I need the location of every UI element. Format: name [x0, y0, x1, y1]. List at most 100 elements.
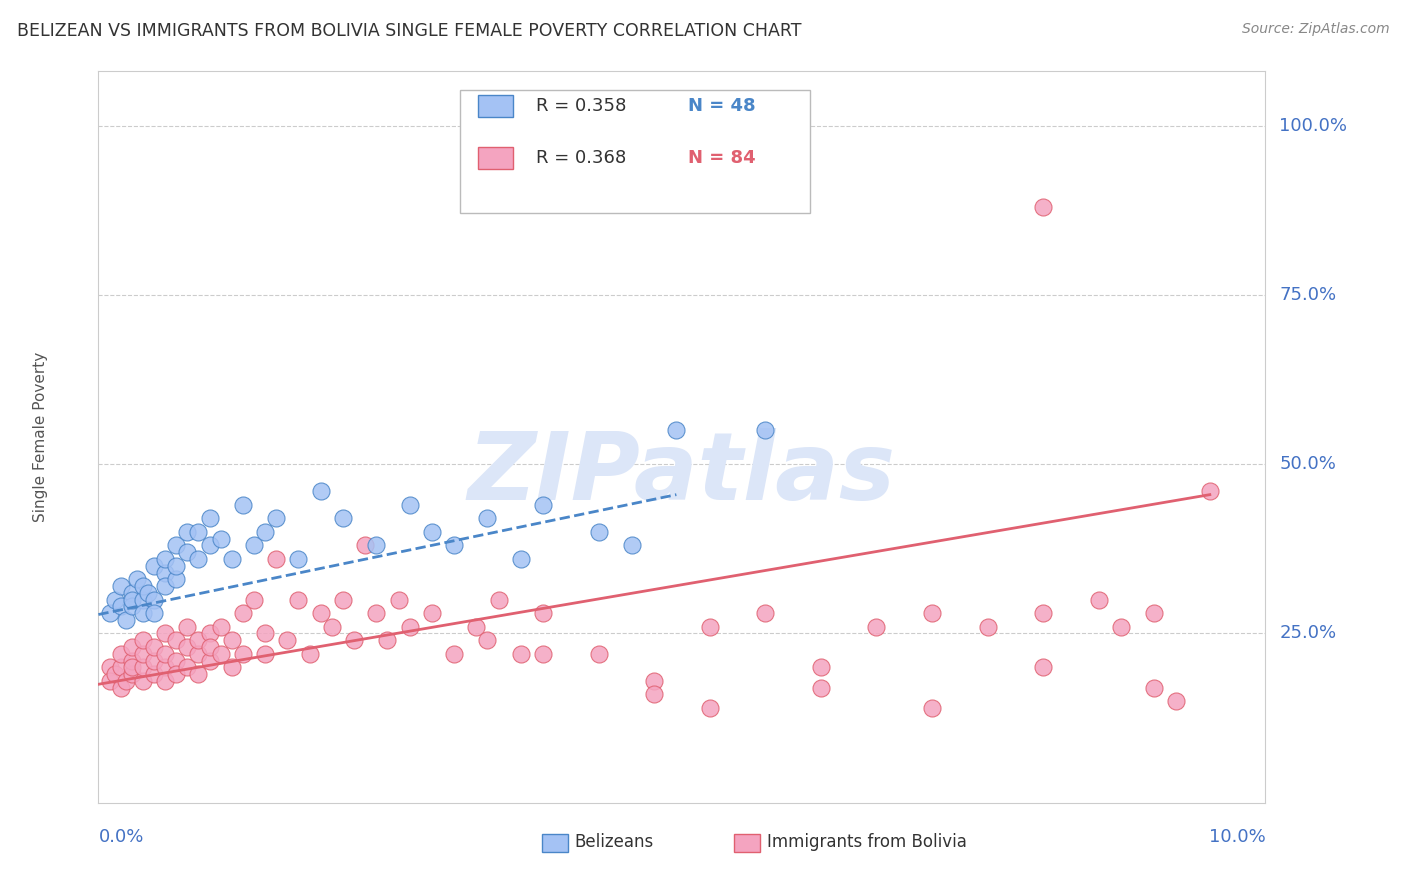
Point — [921, 701, 943, 715]
Point — [198, 626, 221, 640]
Point — [121, 586, 143, 600]
Text: Belizeans: Belizeans — [575, 833, 654, 851]
Point — [332, 511, 354, 525]
Point — [477, 511, 499, 525]
Point — [187, 552, 209, 566]
Point — [153, 660, 176, 674]
Point — [276, 633, 298, 648]
Point — [509, 552, 531, 566]
Point — [810, 660, 832, 674]
Point — [287, 552, 309, 566]
Point — [387, 592, 409, 607]
Point — [143, 667, 166, 681]
Point — [121, 599, 143, 614]
Point — [588, 647, 610, 661]
Point — [1032, 606, 1054, 620]
Point — [377, 633, 399, 648]
Point — [243, 538, 266, 552]
FancyBboxPatch shape — [460, 89, 810, 213]
Point — [98, 606, 121, 620]
Point — [176, 620, 198, 634]
Point — [243, 592, 266, 607]
Point — [354, 538, 377, 552]
Point — [1032, 660, 1054, 674]
Point — [509, 647, 531, 661]
Point — [110, 681, 132, 695]
Point — [465, 620, 488, 634]
Point — [420, 524, 443, 539]
Text: ZIPatlas: ZIPatlas — [468, 427, 896, 520]
Point — [187, 667, 209, 681]
Point — [754, 423, 776, 437]
Point — [976, 620, 998, 634]
Point — [132, 579, 155, 593]
Point — [477, 633, 499, 648]
Point — [110, 579, 132, 593]
Point — [143, 654, 166, 668]
Point — [754, 606, 776, 620]
Point — [232, 606, 254, 620]
Point — [620, 538, 643, 552]
Point — [104, 667, 127, 681]
Point — [176, 524, 198, 539]
Point — [209, 620, 232, 634]
Point — [665, 423, 688, 437]
Point — [127, 572, 149, 586]
Text: R = 0.358: R = 0.358 — [536, 96, 627, 115]
FancyBboxPatch shape — [734, 833, 761, 852]
Point — [110, 647, 132, 661]
Point — [209, 647, 232, 661]
Point — [153, 647, 176, 661]
Point — [264, 511, 287, 525]
Point — [309, 484, 332, 499]
Point — [343, 633, 366, 648]
Point — [165, 633, 187, 648]
Point — [165, 654, 187, 668]
Point — [165, 572, 187, 586]
Point — [176, 660, 198, 674]
Point — [143, 640, 166, 654]
Point — [531, 647, 554, 661]
Point — [143, 606, 166, 620]
Point — [110, 660, 132, 674]
Point — [115, 673, 138, 688]
Point — [121, 660, 143, 674]
Point — [443, 647, 465, 661]
Text: N = 84: N = 84 — [688, 149, 755, 168]
Text: N = 48: N = 48 — [688, 96, 755, 115]
Point — [865, 620, 887, 634]
Point — [115, 613, 138, 627]
Point — [198, 511, 221, 525]
Point — [132, 660, 155, 674]
Point — [1109, 620, 1132, 634]
Point — [198, 640, 221, 654]
Point — [132, 606, 155, 620]
Point — [699, 620, 721, 634]
Text: Source: ZipAtlas.com: Source: ZipAtlas.com — [1241, 22, 1389, 37]
Point — [588, 524, 610, 539]
Text: Single Female Poverty: Single Female Poverty — [32, 352, 48, 522]
Point — [531, 606, 554, 620]
Point — [187, 647, 209, 661]
Point — [98, 673, 121, 688]
Point — [176, 545, 198, 559]
Point — [420, 606, 443, 620]
Point — [643, 688, 665, 702]
Point — [921, 606, 943, 620]
FancyBboxPatch shape — [478, 147, 513, 169]
Point — [443, 538, 465, 552]
Point — [254, 647, 277, 661]
Point — [187, 633, 209, 648]
Point — [366, 538, 388, 552]
Point — [398, 498, 420, 512]
Point — [153, 566, 176, 580]
Text: 10.0%: 10.0% — [1209, 829, 1265, 847]
Point — [398, 620, 420, 634]
Point — [1143, 681, 1166, 695]
Point — [1166, 694, 1188, 708]
Point — [165, 558, 187, 573]
Point — [309, 606, 332, 620]
Point — [121, 592, 143, 607]
Point — [221, 660, 243, 674]
Point — [198, 654, 221, 668]
